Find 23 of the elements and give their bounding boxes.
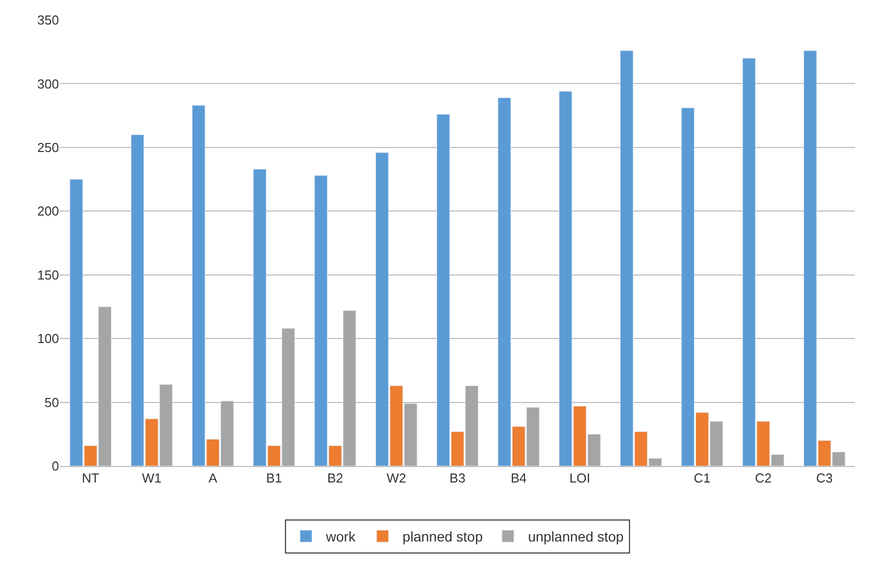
y-tick-label: 250	[37, 140, 59, 155]
y-tick-label: 0	[52, 458, 59, 474]
x-tick-label: B4	[510, 470, 527, 486]
x-tick-label: LOI	[569, 470, 590, 486]
legend-label: planned stop	[402, 528, 483, 545]
x-tick-label: C2	[754, 470, 772, 486]
legend-label: work	[325, 528, 357, 545]
legend-label: unplanned stop	[528, 528, 624, 545]
x-tick-label: B1	[266, 470, 282, 486]
y-tick-label: 350	[37, 12, 59, 28]
y-tick-label: 300	[37, 76, 59, 92]
y-tick-label: 50	[44, 394, 59, 410]
x-tick-label: C1	[694, 470, 710, 486]
y-tick-label: 150	[37, 267, 59, 282]
x-tick-label: B3	[450, 470, 466, 486]
x-tick-label: B2	[327, 470, 344, 486]
x-tick-label: W2	[386, 470, 406, 486]
x-tick-label: C3	[816, 470, 833, 486]
x-tick-label: A	[208, 470, 218, 486]
y-tick-label: 200	[37, 204, 59, 219]
x-tick-label: W1	[142, 470, 162, 486]
x-tick-label: NT	[82, 470, 100, 486]
y-tick-label: 100	[37, 331, 59, 346]
